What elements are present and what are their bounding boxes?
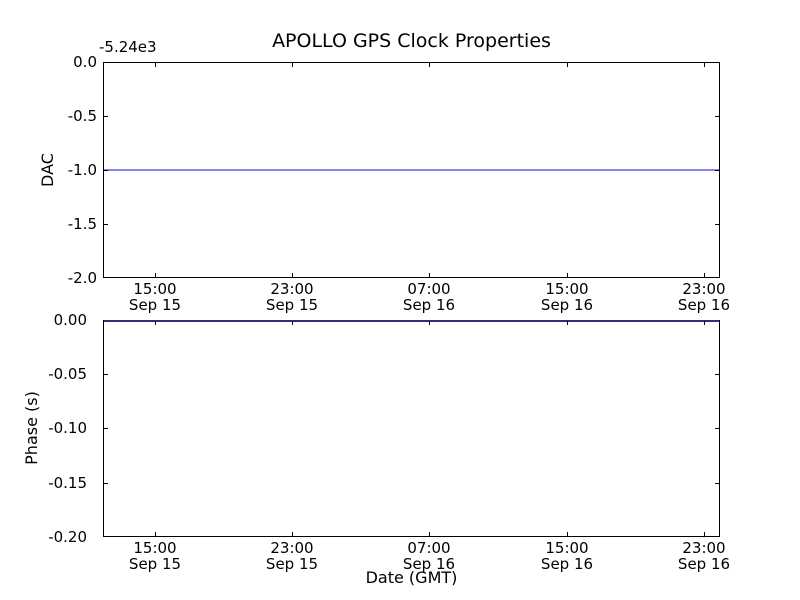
tick-mark: [292, 321, 293, 325]
xtick-label: 23:00 Sep 15: [247, 281, 337, 313]
ytick-label: -0.15: [48, 474, 87, 492]
xtick-time: 23:00: [270, 539, 314, 557]
tick-mark: [429, 63, 430, 67]
xtick-date: Sep 15: [265, 555, 319, 573]
tick-mark: [292, 532, 293, 536]
tick-mark: [104, 483, 108, 484]
tick-mark: [715, 224, 719, 225]
xtick-date: Sep 15: [128, 555, 182, 573]
phase-plot-area: [103, 320, 720, 537]
xtick-date: Sep 16: [677, 296, 731, 314]
ytick-label: -1.5: [67, 215, 97, 233]
phase-axis-label: Phase (s): [22, 391, 41, 465]
xtick-date: Sep 16: [402, 555, 456, 573]
xtick-date: Sep 16: [540, 555, 594, 573]
xtick-time: 23:00: [682, 539, 726, 557]
ytick-label: -0.05: [48, 365, 87, 383]
tick-mark: [292, 63, 293, 67]
xtick-date: Sep 16: [540, 296, 594, 314]
tick-mark: [715, 428, 719, 429]
tick-mark: [104, 116, 108, 117]
tick-mark: [429, 321, 430, 325]
xtick-label: 23:00 Sep 16: [659, 540, 749, 572]
x-axis-label: Date (GMT): [365, 568, 458, 587]
tick-mark: [567, 321, 568, 325]
xtick-time: 15:00: [133, 280, 177, 298]
tick-mark: [104, 170, 108, 171]
tick-mark: [704, 273, 705, 277]
tick-mark: [704, 321, 705, 325]
xtick-time: 15:00: [133, 539, 177, 557]
tick-mark: [704, 63, 705, 67]
xtick-time: 07:00: [407, 539, 451, 557]
ytick-label: -0.5: [67, 107, 97, 125]
tick-mark: [567, 532, 568, 536]
xtick-date: Sep 15: [265, 296, 319, 314]
xtick-label: 23:00 Sep 16: [659, 281, 749, 313]
xtick-label: 23:00 Sep 15: [247, 540, 337, 572]
tick-mark: [567, 63, 568, 67]
tick-mark: [715, 483, 719, 484]
tick-mark: [155, 273, 156, 277]
dac-data-line: [104, 169, 719, 171]
tick-mark: [715, 116, 719, 117]
xtick-label: 15:00 Sep 15: [110, 540, 200, 572]
xtick-date: Sep 16: [402, 296, 456, 314]
xtick-date: Sep 15: [128, 296, 182, 314]
tick-mark: [104, 224, 108, 225]
tick-mark: [155, 63, 156, 67]
tick-mark: [104, 374, 108, 375]
dac-plot-area: [103, 62, 720, 278]
tick-mark: [704, 532, 705, 536]
xtick-label: 07:00 Sep 16: [384, 540, 474, 572]
xtick-label: 07:00 Sep 16: [384, 281, 474, 313]
chart-title: APOLLO GPS Clock Properties: [272, 30, 551, 52]
tick-mark: [104, 428, 108, 429]
tick-mark: [429, 532, 430, 536]
ytick-label: -2.0: [67, 269, 97, 287]
dac-axis-label: DAC: [38, 153, 57, 187]
xtick-time: 07:00: [407, 280, 451, 298]
xtick-time: 23:00: [270, 280, 314, 298]
xtick-label: 15:00 Sep 16: [522, 281, 612, 313]
phase-data-line: [104, 320, 719, 322]
tick-mark: [715, 374, 719, 375]
tick-mark: [292, 273, 293, 277]
xtick-time: 15:00: [545, 280, 589, 298]
ytick-label: 0.00: [53, 311, 87, 329]
ytick-label: 0.0: [73, 53, 97, 71]
xtick-label: 15:00 Sep 15: [110, 281, 200, 313]
xtick-label: 15:00 Sep 16: [522, 540, 612, 572]
tick-mark: [715, 170, 719, 171]
xtick-time: 15:00: [545, 539, 589, 557]
xtick-time: 23:00: [682, 280, 726, 298]
tick-mark: [567, 273, 568, 277]
ytick-label: -1.0: [67, 161, 97, 179]
tick-mark: [155, 532, 156, 536]
tick-mark: [429, 273, 430, 277]
xtick-date: Sep 16: [677, 555, 731, 573]
y-axis-offset-label: -5.24e3: [99, 38, 157, 56]
tick-mark: [155, 321, 156, 325]
ytick-label: -0.10: [48, 419, 87, 437]
ytick-label: -0.20: [48, 528, 87, 546]
